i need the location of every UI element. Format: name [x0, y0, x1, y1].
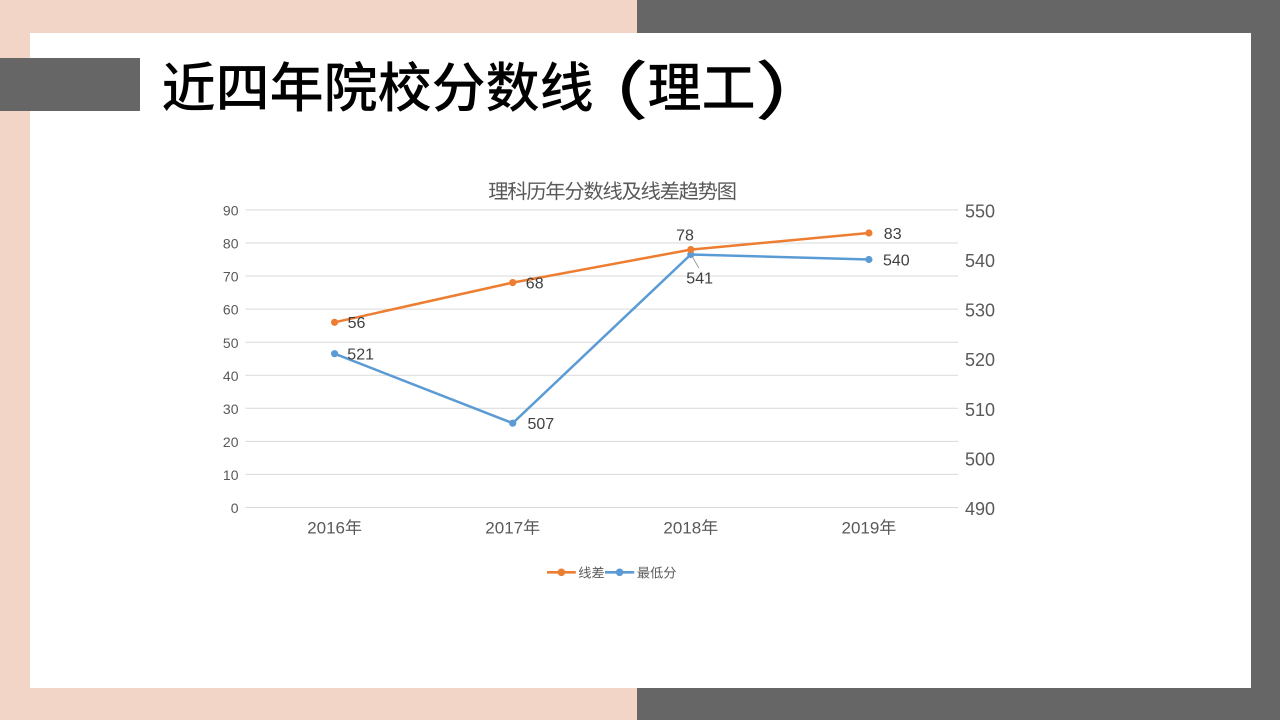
svg-text:550: 550 — [965, 201, 995, 221]
svg-text:10: 10 — [223, 467, 239, 483]
svg-text:50: 50 — [223, 335, 239, 351]
svg-text:2016: 2016 — [307, 519, 345, 538]
svg-text:2017: 2017 — [485, 519, 523, 538]
svg-text:30: 30 — [223, 401, 239, 417]
svg-text:56: 56 — [348, 315, 366, 332]
svg-text:500: 500 — [965, 449, 995, 469]
svg-text:2018: 2018 — [663, 519, 701, 538]
svg-text:530: 530 — [965, 301, 995, 321]
svg-text:40: 40 — [223, 368, 239, 384]
svg-text:490: 490 — [965, 499, 995, 519]
svg-text:70: 70 — [223, 269, 239, 285]
svg-text:2019: 2019 — [842, 519, 880, 538]
svg-text:78: 78 — [676, 228, 694, 245]
svg-text:510: 510 — [965, 400, 995, 420]
svg-text:540: 540 — [883, 252, 910, 269]
svg-text:541: 541 — [686, 270, 713, 287]
svg-text:83: 83 — [884, 226, 902, 243]
svg-text:507: 507 — [528, 416, 555, 433]
svg-text:521: 521 — [347, 347, 374, 364]
svg-text:60: 60 — [223, 302, 239, 318]
svg-text:90: 90 — [223, 203, 239, 219]
svg-text:20: 20 — [223, 434, 239, 450]
svg-text:520: 520 — [965, 350, 995, 370]
svg-text:540: 540 — [965, 251, 995, 271]
svg-text:68: 68 — [526, 275, 544, 292]
svg-text:0: 0 — [231, 500, 239, 516]
svg-text:80: 80 — [223, 236, 239, 252]
